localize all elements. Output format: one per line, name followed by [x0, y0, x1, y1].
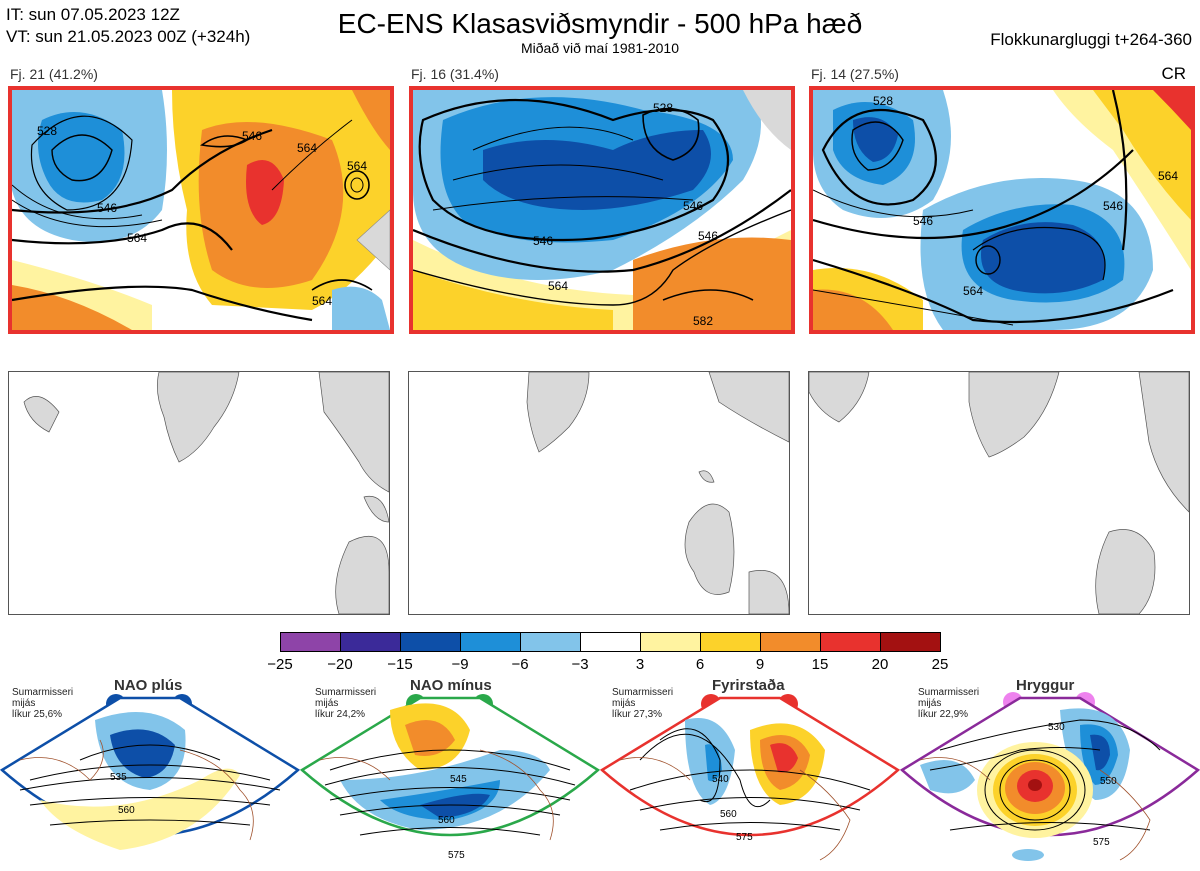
- regime-4-map: 530 550 575: [900, 696, 1200, 861]
- cluster-1-contour-label: 564: [347, 159, 367, 173]
- regime-3-iso: 560: [720, 809, 737, 820]
- cluster-2-contour-label: 546: [683, 199, 703, 213]
- colorbar-tick: −3: [571, 656, 589, 673]
- regime-4-iso: 575: [1093, 837, 1110, 848]
- cluster-2-contour-label: 564: [548, 279, 568, 293]
- colorbar-cell: [520, 632, 581, 652]
- colorbar-tick: −25: [267, 656, 293, 673]
- cluster-2-contour-label: 546: [533, 234, 553, 248]
- base-map-1: [8, 371, 390, 615]
- regime-2-map: 545 560 575: [300, 696, 600, 861]
- colorbar-tick: −20: [327, 656, 353, 673]
- regime-2-note: Sumarmisseri mijás líkur 24,2%: [315, 687, 377, 720]
- regime-3-note: Sumarmisseri mijás líkur 27,3%: [612, 687, 674, 720]
- regime-3-name: Fyrirstaða: [712, 677, 785, 694]
- regime-3-map: 540 560 575: [600, 696, 900, 861]
- colorbar-cell: [760, 632, 821, 652]
- colorbar-cell: [580, 632, 641, 652]
- cluster-3-map: 528 546 564 564 546: [809, 86, 1195, 334]
- colorbar-tick: 15: [811, 656, 829, 673]
- cluster-2-contour-label: 546: [698, 229, 718, 243]
- regime-4-iso: 550: [1100, 776, 1117, 787]
- colorbar-cell: [880, 632, 941, 652]
- initial-time: IT: sun 07.05.2023 12Z: [6, 5, 180, 24]
- cluster-2-contour-label: 528: [653, 101, 673, 115]
- colorbar-cell: [340, 632, 401, 652]
- page-title: EC-ENS Klasasviðsmyndir - 500 hPa hæð: [337, 8, 863, 39]
- regime-1-note: Sumarmisseri mijás líkur 25,6%: [12, 687, 74, 720]
- regime-2-iso: 575: [448, 850, 465, 861]
- cluster-2-contour-label: 582: [693, 314, 713, 328]
- colorbar-tick: −6: [511, 656, 529, 673]
- colorbar-tick: −15: [387, 656, 413, 673]
- colorbar-cell: [460, 632, 521, 652]
- colorbar-tick: −9: [451, 656, 469, 673]
- cluster-2-label: Fj. 16 (31.4%): [411, 66, 499, 82]
- cluster-3-contour-label: 564: [1158, 169, 1178, 183]
- regime-4-iso: 530: [1048, 722, 1065, 733]
- cluster-1-map: 528 546 564 546 564 564 564: [8, 86, 394, 334]
- colorbar-tick: 20: [871, 656, 889, 673]
- regime-1-iso: 535: [110, 772, 127, 783]
- regime-3-iso: 575: [736, 832, 753, 843]
- regime-2-iso: 560: [438, 815, 455, 826]
- cluster-1-contour-label: 564: [297, 141, 317, 155]
- colorbar-cell: [700, 632, 761, 652]
- classification-window: Flokkunargluggi t+264-360: [990, 30, 1192, 49]
- colorbar-cell: [280, 632, 341, 652]
- colorbar-cell: [400, 632, 461, 652]
- header-left: IT: sun 07.05.2023 12Z VT: sun 21.05.202…: [6, 4, 250, 48]
- regime-1-iso: 560: [118, 805, 135, 816]
- colorbar-cell: [640, 632, 701, 652]
- base-map-2: [408, 371, 790, 615]
- regime-3-iso: 540: [712, 774, 729, 785]
- regime-2-name: NAO mínus: [410, 677, 492, 694]
- colorbar-tick: 6: [695, 656, 705, 673]
- regime-1-name: NAO plús: [114, 677, 183, 694]
- regime-2-iso: 545: [450, 774, 467, 785]
- cluster-1-label: Fj. 21 (41.2%): [10, 66, 98, 82]
- corner-tag: CR: [1161, 64, 1186, 83]
- cluster-3-contour-label: 564: [963, 284, 983, 298]
- colorbar-cell: [820, 632, 881, 652]
- cluster-3-label: Fj. 14 (27.5%): [811, 66, 899, 82]
- cluster-3-contour-label: 546: [913, 214, 933, 228]
- cluster-1-contour-label: 564: [312, 294, 332, 308]
- colorbar-tick: 3: [635, 656, 645, 673]
- cluster-1-contour-label: 528: [37, 124, 57, 138]
- regime-4-note: Sumarmisseri mijás líkur 22,9%: [918, 687, 980, 720]
- cluster-3-contour-label: 546: [1103, 199, 1123, 213]
- cluster-1-contour-label: 564: [127, 231, 147, 245]
- regime-1-map: 535 560: [0, 696, 300, 850]
- cluster-3-contour-label: 528: [873, 94, 893, 108]
- valid-time: VT: sun 21.05.2023 00Z (+324h): [6, 27, 251, 46]
- colorbar-tick: 9: [755, 656, 765, 673]
- page-subtitle: Miðað við maí 1981-2010: [521, 40, 679, 56]
- regime-4-name: Hryggur: [1016, 677, 1075, 694]
- cluster-1-contour-label: 546: [242, 129, 262, 143]
- base-map-3: [808, 371, 1190, 615]
- cluster-2-map: 528 546 546 564 582 546: [409, 86, 795, 334]
- colorbar-tick: 25: [931, 656, 949, 673]
- cluster-1-contour-label: 546: [97, 201, 117, 215]
